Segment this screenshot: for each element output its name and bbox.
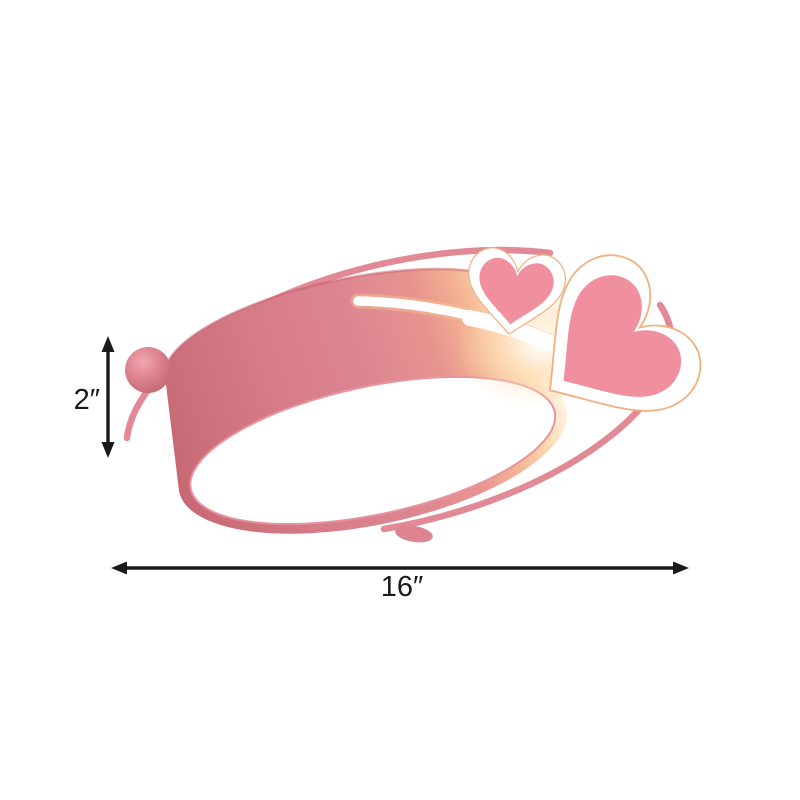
lamp-diffuser [189,375,557,526]
width-dimension-arrow [111,561,689,575]
ring-mount-nub [395,525,433,543]
width-arrowhead-right [673,561,689,575]
height-dimension-arrow [101,336,115,458]
ball-finial [125,347,171,393]
height-dimension-label: 2″ [74,384,100,416]
height-arrowhead-bottom [101,442,115,458]
width-dimension-label: 16″ [381,571,424,603]
width-arrowhead-left [111,561,127,575]
height-arrowhead-top [101,336,115,352]
lamp-drum [163,267,568,534]
